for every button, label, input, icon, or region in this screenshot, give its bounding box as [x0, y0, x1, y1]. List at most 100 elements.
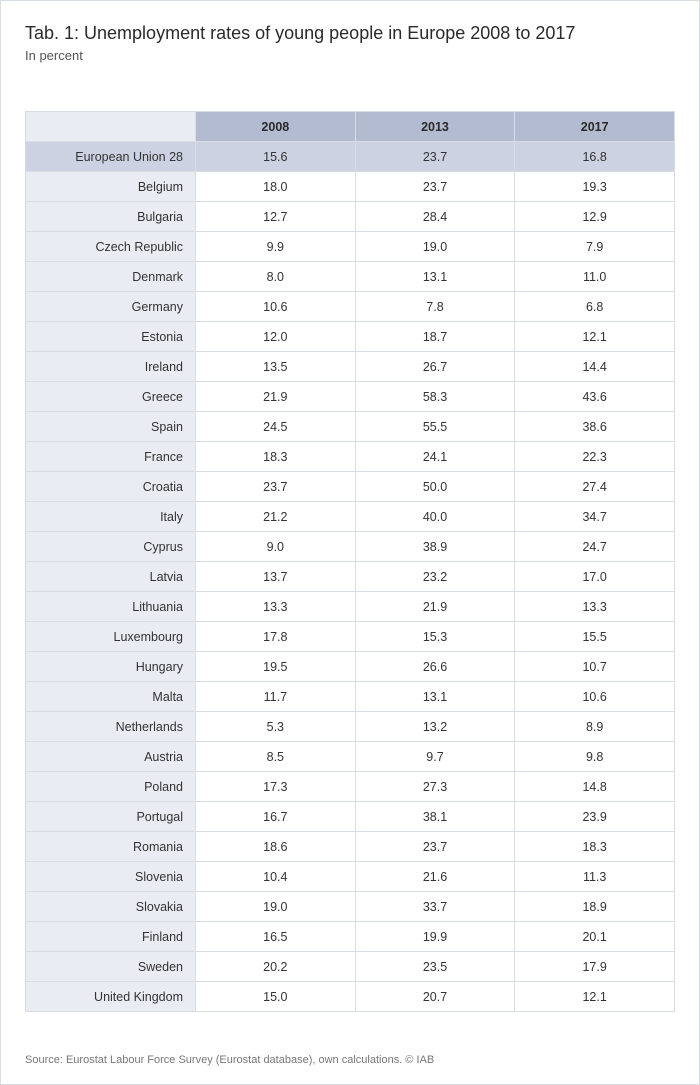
cell-value: 16.7 — [196, 802, 356, 832]
row-label: Croatia — [26, 472, 196, 502]
table-row: United Kingdom15.020.712.1 — [26, 982, 675, 1012]
cell-value: 18.6 — [196, 832, 356, 862]
cell-value: 9.7 — [355, 742, 515, 772]
cell-value: 38.1 — [355, 802, 515, 832]
cell-value: 19.0 — [355, 232, 515, 262]
cell-value: 9.0 — [196, 532, 356, 562]
table-row: Romania18.623.718.3 — [26, 832, 675, 862]
table-row: Lithuania13.321.913.3 — [26, 592, 675, 622]
cell-value: 13.1 — [355, 682, 515, 712]
cell-value: 11.7 — [196, 682, 356, 712]
cell-value: 20.1 — [515, 922, 675, 952]
table-row: Spain24.555.538.6 — [26, 412, 675, 442]
table-body: European Union 2815.623.716.8Belgium18.0… — [26, 142, 675, 1012]
table-row: Bulgaria12.728.412.9 — [26, 202, 675, 232]
cell-value: 38.6 — [515, 412, 675, 442]
row-label: Belgium — [26, 172, 196, 202]
table-row: Austria8.59.79.8 — [26, 742, 675, 772]
table-row: Slovenia10.421.611.3 — [26, 862, 675, 892]
table-row: Malta11.713.110.6 — [26, 682, 675, 712]
page-subtitle: In percent — [25, 48, 675, 63]
cell-value: 17.0 — [515, 562, 675, 592]
cell-value: 16.5 — [196, 922, 356, 952]
column-header: 2017 — [515, 112, 675, 142]
table-row: Czech Republic9.919.07.9 — [26, 232, 675, 262]
cell-value: 21.6 — [355, 862, 515, 892]
cell-value: 13.3 — [196, 592, 356, 622]
cell-value: 14.8 — [515, 772, 675, 802]
table-row: Greece21.958.343.6 — [26, 382, 675, 412]
row-label: Ireland — [26, 352, 196, 382]
cell-value: 55.5 — [355, 412, 515, 442]
cell-value: 13.1 — [355, 262, 515, 292]
table-row: Ireland13.526.714.4 — [26, 352, 675, 382]
row-label: Portugal — [26, 802, 196, 832]
cell-value: 23.2 — [355, 562, 515, 592]
row-label: Slovakia — [26, 892, 196, 922]
cell-value: 10.7 — [515, 652, 675, 682]
cell-value: 8.9 — [515, 712, 675, 742]
table-row: Hungary19.526.610.7 — [26, 652, 675, 682]
table-row: France18.324.122.3 — [26, 442, 675, 472]
table-head: 2008 2013 2017 — [26, 112, 675, 142]
cell-value: 14.4 — [515, 352, 675, 382]
table-row: Portugal16.738.123.9 — [26, 802, 675, 832]
cell-value: 23.5 — [355, 952, 515, 982]
row-label: France — [26, 442, 196, 472]
row-label: Italy — [26, 502, 196, 532]
row-label: Malta — [26, 682, 196, 712]
cell-value: 24.7 — [515, 532, 675, 562]
cell-value: 17.8 — [196, 622, 356, 652]
table-row: Sweden20.223.517.9 — [26, 952, 675, 982]
row-label: European Union 28 — [26, 142, 196, 172]
cell-value: 26.6 — [355, 652, 515, 682]
page-title: Tab. 1: Unemployment rates of young peop… — [25, 23, 675, 44]
table-row: Germany10.67.86.8 — [26, 292, 675, 322]
cell-value: 18.7 — [355, 322, 515, 352]
cell-value: 15.3 — [355, 622, 515, 652]
cell-value: 13.2 — [355, 712, 515, 742]
cell-value: 24.5 — [196, 412, 356, 442]
data-table: 2008 2013 2017 European Union 2815.623.7… — [25, 111, 675, 1012]
cell-value: 27.3 — [355, 772, 515, 802]
cell-value: 7.8 — [355, 292, 515, 322]
row-label: Denmark — [26, 262, 196, 292]
cell-value: 11.3 — [515, 862, 675, 892]
cell-value: 20.2 — [196, 952, 356, 982]
cell-value: 21.9 — [196, 382, 356, 412]
cell-value: 27.4 — [515, 472, 675, 502]
cell-value: 20.7 — [355, 982, 515, 1012]
row-label: United Kingdom — [26, 982, 196, 1012]
table-row: Poland17.327.314.8 — [26, 772, 675, 802]
table-container: Tab. 1: Unemployment rates of young peop… — [0, 0, 700, 1085]
cell-value: 34.7 — [515, 502, 675, 532]
cell-value: 10.4 — [196, 862, 356, 892]
row-label: Luxembourg — [26, 622, 196, 652]
cell-value: 12.0 — [196, 322, 356, 352]
table-row: Cyprus9.038.924.7 — [26, 532, 675, 562]
table-row: Finland16.519.920.1 — [26, 922, 675, 952]
cell-value: 22.3 — [515, 442, 675, 472]
cell-value: 26.7 — [355, 352, 515, 382]
cell-value: 13.3 — [515, 592, 675, 622]
table-row: Netherlands5.313.28.9 — [26, 712, 675, 742]
cell-value: 6.8 — [515, 292, 675, 322]
cell-value: 8.0 — [196, 262, 356, 292]
row-label: Romania — [26, 832, 196, 862]
cell-value: 17.3 — [196, 772, 356, 802]
row-label: Spain — [26, 412, 196, 442]
cell-value: 24.1 — [355, 442, 515, 472]
cell-value: 50.0 — [355, 472, 515, 502]
cell-value: 40.0 — [355, 502, 515, 532]
source-note: Source: Eurostat Labour Force Survey (Eu… — [25, 1036, 675, 1066]
cell-value: 19.0 — [196, 892, 356, 922]
table-row: Italy21.240.034.7 — [26, 502, 675, 532]
column-header: 2013 — [355, 112, 515, 142]
table-row: European Union 2815.623.716.8 — [26, 142, 675, 172]
cell-value: 12.1 — [515, 322, 675, 352]
cell-value: 28.4 — [355, 202, 515, 232]
cell-value: 18.0 — [196, 172, 356, 202]
cell-value: 23.7 — [355, 172, 515, 202]
cell-value: 9.9 — [196, 232, 356, 262]
cell-value: 18.9 — [515, 892, 675, 922]
